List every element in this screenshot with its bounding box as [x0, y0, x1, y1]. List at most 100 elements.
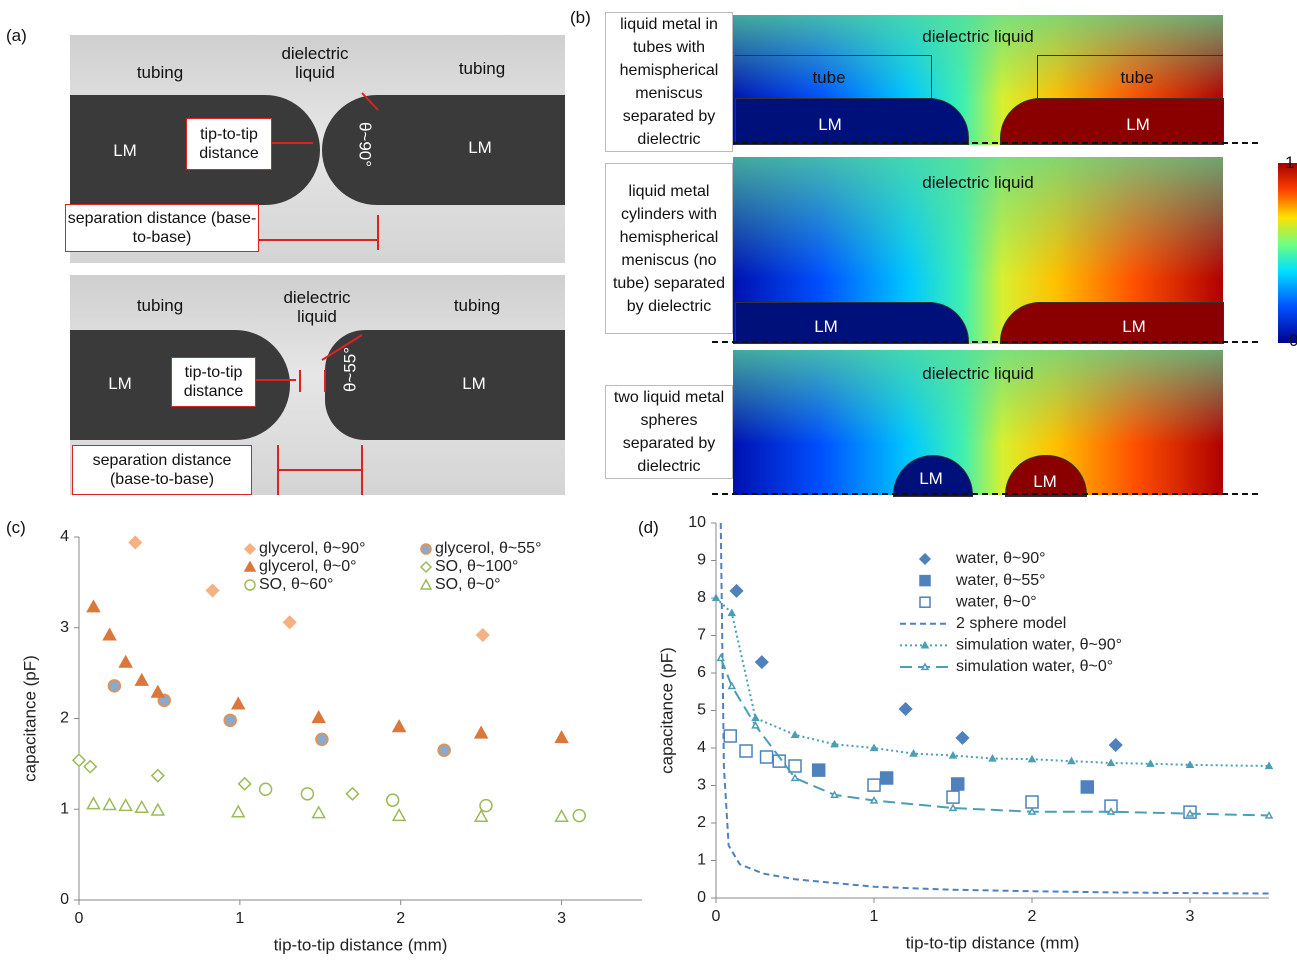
marker [881, 772, 893, 784]
x-tick-label: 3 [557, 910, 566, 927]
marker [120, 656, 132, 667]
marker [1081, 781, 1093, 793]
y-tick-label: 3 [697, 777, 706, 794]
legend-label: glycerol, θ~90° [259, 540, 365, 557]
photo-label: tubing [130, 296, 190, 315]
sim-label: LM [1118, 115, 1158, 134]
sim-label: dielectric liquid [878, 27, 1078, 46]
marker [792, 732, 798, 737]
marker [421, 544, 431, 554]
y-tick-label: 1 [60, 800, 69, 817]
marker [1266, 763, 1272, 768]
marker [713, 595, 719, 600]
x-tick-label: 1 [870, 908, 879, 925]
panel-label: (a) [6, 26, 27, 45]
marker [753, 715, 759, 720]
marker [920, 597, 930, 607]
angle-label: θ~90° [356, 115, 375, 175]
marker [920, 554, 930, 564]
annotation-box: separation distance (base-to-base) [65, 204, 259, 252]
marker [947, 791, 959, 803]
marker [284, 616, 296, 628]
y-tick-label: 5 [697, 702, 706, 719]
marker [792, 775, 798, 780]
marker [232, 698, 244, 709]
y-tick-label: 4 [697, 739, 706, 756]
marker [1069, 758, 1075, 763]
marker [990, 756, 996, 761]
description-box: liquid metal in tubes with hemispherical… [605, 12, 733, 152]
photo-label: dielectric liquid [280, 44, 350, 82]
marker [920, 576, 930, 586]
y-axis-label: capacitance (pF) [20, 655, 39, 782]
marker [871, 745, 877, 750]
colorbar-label: 0 [1289, 331, 1297, 350]
marker [120, 800, 132, 811]
sim-label: LM [810, 115, 850, 134]
photo-label: tubing [447, 296, 507, 315]
marker [573, 810, 585, 822]
marker [346, 788, 358, 800]
legend-label: water, θ~90° [955, 550, 1046, 567]
marker [922, 664, 928, 669]
legend-label: SO, θ~0° [435, 576, 501, 593]
y-tick-label: 2 [60, 710, 69, 727]
marker [922, 642, 928, 647]
marker [950, 753, 956, 758]
y-tick-label: 4 [60, 528, 69, 545]
marker [136, 674, 148, 685]
photo-label: tubing [130, 63, 190, 82]
y-tick-label: 9 [697, 552, 706, 569]
marker [1266, 813, 1272, 818]
sim-label: tube [1107, 68, 1167, 87]
marker [224, 714, 236, 726]
annotation-box: tip-to-tip distance [171, 357, 256, 407]
description-box: liquid metal cylinders with hemispherica… [605, 163, 733, 334]
legend-label: simulation water, θ~90° [956, 637, 1122, 654]
marker [152, 804, 164, 815]
description-box: two liquid metal spheres separated by di… [605, 385, 733, 479]
marker [84, 761, 96, 773]
marker [477, 629, 489, 641]
marker [832, 792, 838, 797]
sim-label: tube [799, 68, 859, 87]
marker [393, 721, 405, 732]
photo-label: tubing [452, 59, 512, 78]
marker [871, 798, 877, 803]
marker [761, 751, 773, 763]
y-tick-label: 1 [697, 852, 706, 869]
marker [108, 680, 120, 692]
marker [911, 751, 917, 756]
marker [1148, 761, 1154, 766]
marker [729, 610, 735, 615]
annotation-box: separation distance (base-to-base) [72, 445, 252, 495]
marker [813, 764, 825, 776]
marker [152, 770, 164, 782]
x-axis-label: tip-to-tip distance (mm) [274, 935, 448, 954]
photo-label: LM [105, 141, 145, 160]
marker [316, 733, 328, 745]
colorbar-label: 1 [1285, 153, 1294, 172]
x-tick-label: 3 [1186, 908, 1195, 925]
y-tick-label: 8 [697, 589, 706, 606]
x-tick-label: 2 [1028, 908, 1037, 925]
legend-label: 2 sphere model [956, 615, 1066, 632]
marker [1029, 809, 1035, 814]
marker [1187, 762, 1193, 767]
panel-label: (c) [6, 518, 26, 537]
y-tick-label: 0 [60, 891, 69, 908]
x-tick-label: 0 [75, 910, 84, 927]
marker [740, 745, 752, 757]
legend-label: SO, θ~60° [259, 576, 333, 593]
marker [480, 800, 492, 812]
marker [239, 778, 251, 790]
legend-label: simulation water, θ~0° [956, 658, 1113, 675]
marker [232, 806, 244, 817]
y-axis-label: capacitance (pF) [657, 647, 676, 774]
marker [136, 801, 148, 812]
marker [956, 732, 968, 744]
marker [475, 727, 487, 738]
x-tick-label: 0 [712, 908, 721, 925]
